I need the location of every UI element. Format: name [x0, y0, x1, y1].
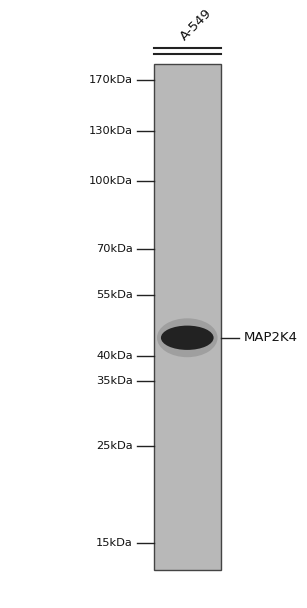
- Text: 100kDa: 100kDa: [89, 176, 133, 186]
- Ellipse shape: [157, 319, 218, 357]
- Text: 170kDa: 170kDa: [89, 75, 133, 85]
- Text: 70kDa: 70kDa: [96, 244, 133, 254]
- Text: 25kDa: 25kDa: [96, 441, 133, 451]
- Text: 130kDa: 130kDa: [89, 126, 133, 136]
- Text: 40kDa: 40kDa: [96, 351, 133, 361]
- Text: 15kDa: 15kDa: [96, 538, 133, 548]
- Ellipse shape: [161, 326, 214, 350]
- Text: MAP2K4: MAP2K4: [244, 331, 298, 344]
- Text: 55kDa: 55kDa: [96, 290, 133, 300]
- Text: 35kDa: 35kDa: [96, 376, 133, 387]
- Bar: [154, 64, 221, 570]
- Text: A-549: A-549: [178, 7, 215, 43]
